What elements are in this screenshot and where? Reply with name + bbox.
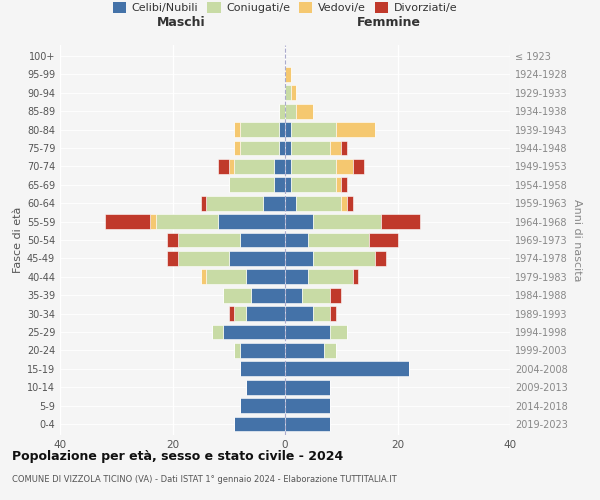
Bar xyxy=(308,270,353,284)
Bar xyxy=(251,288,285,302)
Bar xyxy=(167,251,178,266)
Bar xyxy=(330,288,341,302)
Bar xyxy=(347,196,353,210)
Bar xyxy=(245,306,285,321)
Bar xyxy=(245,380,285,394)
Bar xyxy=(280,122,285,137)
Bar xyxy=(290,86,296,100)
Bar xyxy=(313,306,330,321)
Text: Popolazione per età, sesso e stato civile - 2024: Popolazione per età, sesso e stato civil… xyxy=(12,450,343,463)
Bar xyxy=(285,288,302,302)
Bar xyxy=(290,122,335,137)
Bar xyxy=(206,196,263,210)
Bar xyxy=(285,362,409,376)
Bar xyxy=(285,140,290,156)
Bar xyxy=(330,324,347,340)
Bar xyxy=(229,159,235,174)
Bar xyxy=(285,398,330,413)
Bar xyxy=(308,232,370,248)
Legend: Celibi/Nubili, Coniugati/e, Vedovi/e, Divorziati/e: Celibi/Nubili, Coniugati/e, Vedovi/e, Di… xyxy=(110,0,460,16)
Text: COMUNE DI VIZZOLA TICINO (VA) - Dati ISTAT 1° gennaio 2024 - Elaborazione TUTTIT: COMUNE DI VIZZOLA TICINO (VA) - Dati IST… xyxy=(12,475,397,484)
Bar xyxy=(330,140,341,156)
Bar xyxy=(240,343,285,357)
Bar xyxy=(229,306,235,321)
Bar xyxy=(235,122,240,137)
Bar xyxy=(290,159,335,174)
Bar xyxy=(285,251,313,266)
Bar xyxy=(285,178,290,192)
Bar xyxy=(285,196,296,210)
Bar xyxy=(285,122,290,137)
Bar xyxy=(285,86,290,100)
Bar xyxy=(280,140,285,156)
Bar xyxy=(240,140,280,156)
Bar xyxy=(290,140,330,156)
Bar xyxy=(200,196,206,210)
Bar xyxy=(155,214,218,229)
Bar xyxy=(218,214,285,229)
Bar xyxy=(341,140,347,156)
Bar xyxy=(370,232,398,248)
Bar xyxy=(263,196,285,210)
Bar xyxy=(285,214,313,229)
Bar xyxy=(285,380,330,394)
Bar xyxy=(240,232,285,248)
Bar xyxy=(285,324,330,340)
Bar xyxy=(285,270,308,284)
Bar xyxy=(325,343,335,357)
Bar xyxy=(178,251,229,266)
Bar xyxy=(206,270,245,284)
Y-axis label: Fasce di età: Fasce di età xyxy=(13,207,23,273)
Bar xyxy=(285,306,313,321)
Bar xyxy=(285,343,325,357)
Bar xyxy=(274,159,285,174)
Bar xyxy=(240,122,280,137)
Bar xyxy=(296,196,341,210)
Bar xyxy=(235,306,245,321)
Bar xyxy=(167,232,178,248)
Bar xyxy=(290,178,335,192)
Bar xyxy=(353,159,364,174)
Bar xyxy=(235,343,240,357)
Bar xyxy=(380,214,420,229)
Bar xyxy=(200,270,206,284)
Text: Maschi: Maschi xyxy=(157,16,206,30)
Bar xyxy=(223,288,251,302)
Bar xyxy=(375,251,386,266)
Bar xyxy=(240,362,285,376)
Bar xyxy=(335,122,375,137)
Bar xyxy=(341,196,347,210)
Bar xyxy=(313,251,375,266)
Bar xyxy=(285,232,308,248)
Bar xyxy=(240,398,285,413)
Bar xyxy=(285,104,296,118)
Bar xyxy=(341,178,347,192)
Bar xyxy=(229,251,285,266)
Bar xyxy=(235,159,274,174)
Bar xyxy=(335,159,353,174)
Bar xyxy=(285,67,290,82)
Bar xyxy=(212,324,223,340)
Bar xyxy=(353,270,358,284)
Bar xyxy=(280,104,285,118)
Bar xyxy=(296,104,313,118)
Bar xyxy=(245,270,285,284)
Bar xyxy=(313,214,380,229)
Text: Femmine: Femmine xyxy=(356,16,421,30)
Y-axis label: Anni di nascita: Anni di nascita xyxy=(572,198,581,281)
Bar xyxy=(218,159,229,174)
Bar xyxy=(302,288,330,302)
Bar xyxy=(285,159,290,174)
Bar xyxy=(274,178,285,192)
Bar xyxy=(178,232,240,248)
Bar xyxy=(150,214,155,229)
Bar xyxy=(105,214,150,229)
Bar xyxy=(335,178,341,192)
Bar xyxy=(235,140,240,156)
Bar xyxy=(229,178,274,192)
Bar xyxy=(223,324,285,340)
Bar xyxy=(330,306,335,321)
Bar xyxy=(285,416,330,432)
Bar xyxy=(235,416,285,432)
